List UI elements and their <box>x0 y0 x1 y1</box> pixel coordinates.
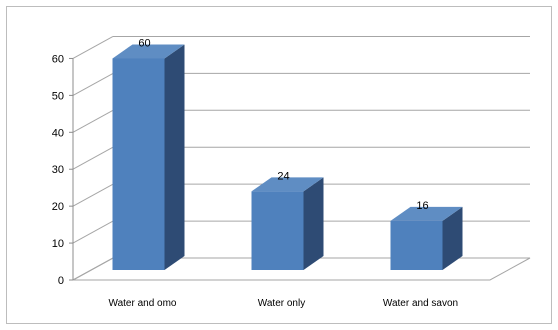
gridline-diagonal <box>72 72 114 96</box>
x-tick-label: Water and savon <box>383 298 458 309</box>
y-tick-label: 60 <box>52 53 64 65</box>
x-tick-label: Water only <box>258 298 305 309</box>
y-tick-label: 10 <box>52 238 64 250</box>
gridline-diagonal <box>72 36 114 59</box>
bar <box>390 220 443 270</box>
gridline-diagonal <box>72 220 114 244</box>
y-tick-label: 0 <box>58 275 64 287</box>
y-tick-label: 30 <box>52 164 64 176</box>
bar-top <box>112 44 185 59</box>
bar-side <box>303 177 324 270</box>
bar-side <box>442 206 463 270</box>
data-label: 24 <box>277 170 289 182</box>
data-label: 60 <box>138 37 150 49</box>
x-tick-label: Water and omo <box>109 298 177 309</box>
y-tick-label: 50 <box>52 90 64 102</box>
data-label: 16 <box>416 200 428 212</box>
y-tick-label: 40 <box>52 127 64 139</box>
y-tick-label: 20 <box>52 201 64 213</box>
bar-side <box>164 44 185 270</box>
bar-top <box>390 206 463 221</box>
bar <box>112 58 165 270</box>
gridline-diagonal <box>72 146 114 170</box>
bar-top <box>251 177 324 192</box>
gridline-diagonal <box>72 109 114 133</box>
gridline-diagonal <box>72 183 114 207</box>
gridline-diagonal <box>72 257 114 281</box>
bar <box>251 191 304 270</box>
